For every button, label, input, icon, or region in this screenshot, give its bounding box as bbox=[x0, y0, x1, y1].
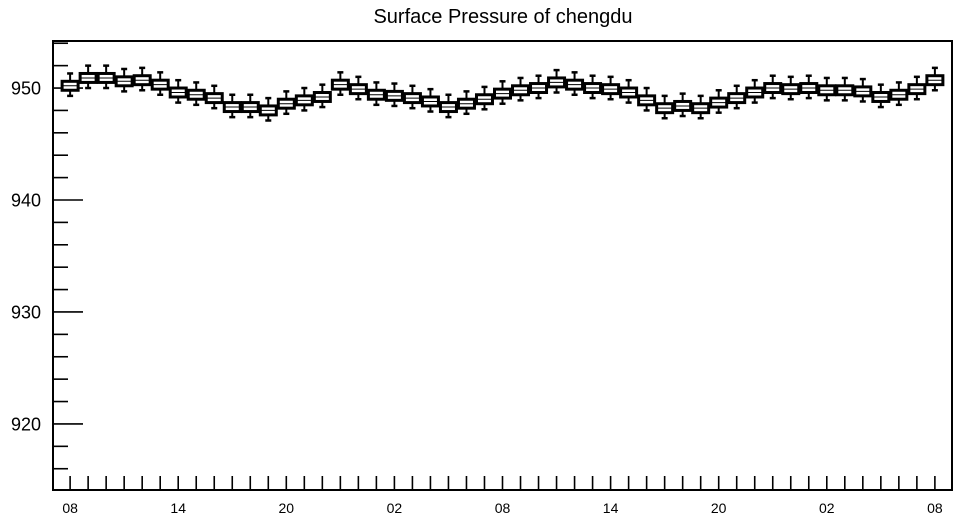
candle-box bbox=[709, 89, 729, 114]
x-tick-label: 02 bbox=[387, 500, 403, 516]
candle-box bbox=[601, 75, 621, 101]
candle-box bbox=[456, 90, 476, 116]
candle-box bbox=[529, 74, 549, 100]
x-tick-label: 08 bbox=[62, 500, 78, 516]
candle-box bbox=[78, 64, 98, 90]
candle-box bbox=[420, 87, 440, 113]
candle-box bbox=[240, 93, 260, 119]
candle-box bbox=[637, 86, 657, 112]
candle-box bbox=[474, 85, 494, 111]
y-axis-ticks bbox=[53, 42, 83, 470]
candle-box bbox=[330, 71, 350, 96]
candle-box bbox=[276, 90, 296, 116]
candle-box bbox=[619, 78, 639, 104]
candle-box bbox=[384, 82, 404, 108]
candle-box bbox=[907, 75, 927, 101]
candle-box bbox=[204, 84, 224, 110]
y-tick-label: 950 bbox=[11, 79, 41, 99]
candle-box bbox=[348, 75, 368, 101]
y-tick-label: 940 bbox=[11, 190, 41, 210]
candle-box bbox=[781, 75, 801, 101]
candle-box bbox=[583, 74, 603, 100]
candle-box bbox=[727, 84, 747, 110]
candle-box bbox=[655, 94, 675, 120]
candle-box bbox=[60, 72, 80, 98]
candle-box bbox=[222, 93, 242, 119]
candle-box bbox=[258, 96, 278, 122]
candle-box bbox=[186, 81, 206, 107]
plot-frame bbox=[52, 40, 953, 491]
y-tick-label: 920 bbox=[11, 414, 41, 434]
x-axis-ticks bbox=[69, 476, 936, 490]
x-tick-label: 08 bbox=[495, 500, 511, 516]
candle-box bbox=[150, 71, 170, 96]
candle-box bbox=[745, 78, 765, 104]
chart-title: Surface Pressure of chengdu bbox=[373, 6, 632, 28]
x-tick-label: 02 bbox=[819, 500, 835, 516]
x-tick-label: 08 bbox=[927, 500, 943, 516]
x-tick-label: 20 bbox=[279, 500, 295, 516]
candle-box bbox=[511, 76, 531, 102]
x-tick-label: 20 bbox=[711, 500, 727, 516]
x-tick-label: 14 bbox=[170, 500, 186, 516]
y-axis-tick-labels: 920 930 940 950 bbox=[11, 79, 41, 435]
candle-box bbox=[402, 84, 422, 110]
candle-box bbox=[889, 81, 909, 107]
candle-box bbox=[565, 71, 585, 96]
x-tick-label: 14 bbox=[603, 500, 619, 516]
candle-box bbox=[493, 80, 512, 105]
candle-box bbox=[817, 76, 837, 102]
candle-box bbox=[547, 68, 567, 94]
candle-box bbox=[871, 83, 891, 109]
candle-box bbox=[96, 64, 116, 90]
candle-box bbox=[114, 67, 134, 93]
candle-box bbox=[132, 66, 152, 92]
candle-box bbox=[673, 92, 693, 118]
candle-box bbox=[438, 93, 458, 119]
candle-box bbox=[294, 86, 314, 112]
candle-box bbox=[853, 77, 873, 103]
box-plot-series bbox=[60, 64, 945, 122]
candle-box bbox=[799, 74, 819, 100]
candle-box bbox=[925, 66, 945, 92]
candle-box bbox=[763, 74, 783, 100]
candle-box bbox=[312, 83, 332, 109]
y-tick-label: 930 bbox=[11, 302, 41, 322]
candle-box bbox=[366, 81, 386, 107]
candle-box bbox=[168, 78, 188, 104]
x-axis-tick-labels: 08 14 20 02 08 14 20 02 08 bbox=[62, 500, 943, 516]
candle-box bbox=[691, 94, 711, 120]
candle-box bbox=[835, 76, 855, 102]
